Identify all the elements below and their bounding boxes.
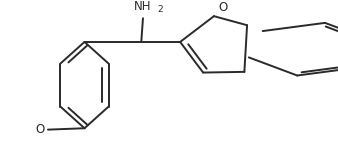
Text: NH: NH [134, 0, 152, 13]
Text: O: O [35, 123, 45, 136]
Text: 2: 2 [158, 5, 163, 14]
Text: O: O [218, 1, 227, 14]
